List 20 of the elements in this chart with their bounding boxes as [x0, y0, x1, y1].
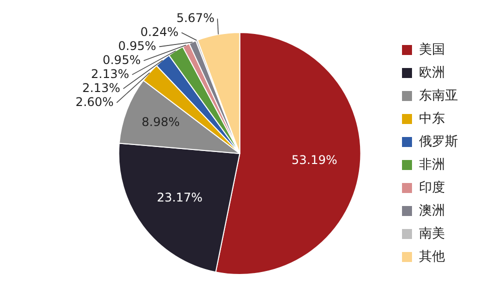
data-label: 0.24%	[140, 24, 179, 39]
data-label: 0.95%	[102, 52, 141, 67]
legend-label: 其他	[419, 249, 445, 264]
legend-label: 美国	[419, 41, 445, 58]
legend-label: 欧洲	[419, 65, 445, 80]
data-label: 8.98%	[142, 115, 180, 130]
data-label: 2.13%	[82, 80, 120, 95]
data-label: 5.67%	[176, 10, 214, 25]
legend-label: 东南亚	[419, 88, 458, 104]
data-label: 23.17%	[156, 190, 203, 205]
data-label: 53.19%	[292, 153, 338, 168]
data-label: 0.95%	[118, 38, 156, 53]
legend-label: 澳洲	[419, 203, 445, 218]
data-label: 2.60%	[76, 94, 114, 109]
legend-label: 印度	[419, 179, 445, 196]
legend-label: 非洲	[419, 157, 445, 172]
legend-label: 中东	[419, 111, 445, 126]
legend-label: 南美	[419, 225, 445, 242]
data-label: 2.13%	[91, 66, 130, 81]
legend-label: 俄罗斯	[419, 134, 458, 150]
